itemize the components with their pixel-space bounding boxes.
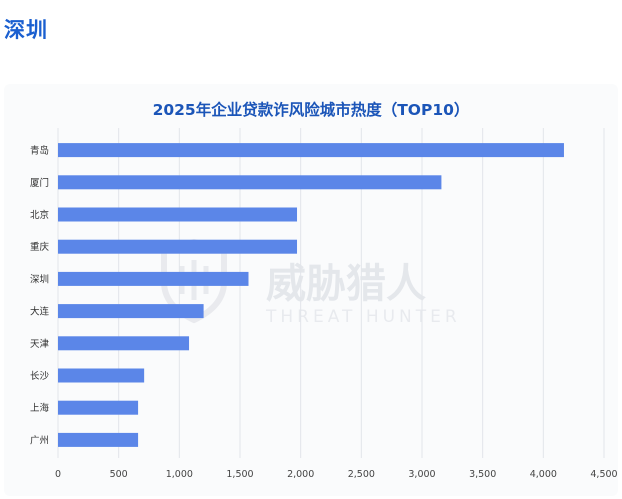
category-label: 深圳 (30, 274, 49, 285)
category-label: 厦门 (30, 177, 49, 189)
chart-card: 威胁猎人 THREAT HUNTER 青岛 厦门 北京 重庆 深圳 大连 天津 长沙 上海 广州 … (4, 84, 618, 496)
x-tick-label: 3,000 (408, 469, 435, 480)
x-tick-label: 2,500 (348, 469, 375, 480)
category-label: 大连 (30, 306, 50, 318)
category-label: 天津 (30, 339, 50, 350)
x-tick-label: 1,500 (226, 469, 253, 480)
x-tick-label: 0 (55, 469, 61, 480)
watermark-name-en: THREAT HUNTER (265, 307, 461, 327)
x-tick-label: 2,000 (287, 469, 314, 480)
bar (58, 239, 298, 254)
watermark: 威胁猎人 THREAT HUNTER (161, 238, 461, 327)
x-tick-label: 500 (110, 469, 128, 480)
category-label: 青岛 (30, 145, 49, 157)
page-heading: 深圳 (4, 18, 48, 42)
bars (58, 143, 564, 447)
x-tick-label: 4,000 (530, 469, 557, 480)
watermark-name-cn: 威胁猎人 (266, 261, 426, 307)
bar (58, 336, 190, 351)
category-label: 北京 (30, 209, 49, 221)
bar (58, 400, 139, 415)
bar-chart: 威胁猎人 THREAT HUNTER 青岛厦门北京重庆深圳大连天津长沙上海广州 … (30, 100, 618, 480)
x-tick-label: 3,500 (469, 469, 496, 480)
x-tick-label: 1,000 (166, 469, 193, 480)
category-label: 长沙 (30, 370, 50, 382)
x-tick-labels: 0 500 1,000 1,500 2,000 2,500 3,000 3,500 4,000 4… (55, 469, 618, 480)
bar (58, 271, 249, 286)
chart-title: 2025年企业贷款诈风险城市热度（TOP10） (153, 100, 470, 119)
bar (58, 432, 139, 447)
bar (58, 207, 298, 222)
bar (58, 304, 204, 319)
bar (58, 175, 442, 190)
category-label: 广州 (30, 434, 49, 446)
category-label: 上海 (30, 402, 50, 414)
category-label: 重庆 (30, 241, 50, 253)
x-tick-label: 4,500 (590, 469, 617, 480)
bar (58, 368, 145, 383)
bar (58, 143, 564, 158)
